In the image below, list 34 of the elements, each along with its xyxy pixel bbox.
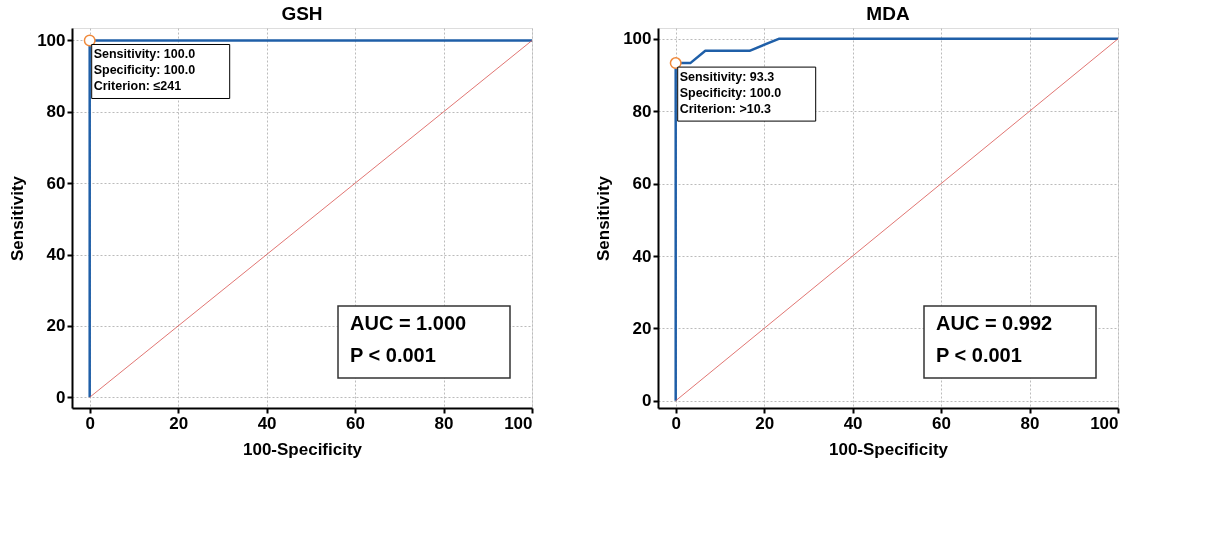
y-tick-label: 0 [56,387,66,407]
chart-title: GSH [281,3,323,24]
y-tick-label: 0 [642,391,652,411]
y-axis-title: Sensitivity [8,175,28,262]
x-tick-label: 40 [257,413,277,433]
y-tick-label: 60 [632,174,652,194]
x-tick-label: 20 [755,413,775,433]
chart-title: MDA [866,3,910,24]
y-tick-label: 60 [46,173,66,193]
x-tick-label: 60 [346,413,366,433]
x-axis-title: 100-Specificity [828,439,949,459]
y-tick-label: 80 [632,101,652,121]
annotation: AUC = 1.000 P < 0.001 [350,312,467,366]
x-tick-label: 0 [85,413,95,433]
annotation: Sensitivity: 100.0 Specificity: 100.0 Criterion: ≤241 [93,47,196,94]
x-tick-label: 20 [169,413,189,433]
y-tick-label: 100 [37,30,66,50]
x-tick-label: 60 [932,413,952,433]
annotation: AUC = 0.992 P < 0.001 [936,312,1053,366]
x-tick-label: 80 [1020,413,1040,433]
x-tick-label: 100 [1090,413,1119,433]
x-axis-title: 100-Specificity [242,439,363,459]
y-tick-label: 80 [46,102,66,122]
annotation: Sensitivity: 93.3 Specificity: 100.0 Criterion: >10.3 [679,70,782,117]
x-tick-label: 100 [504,413,533,433]
y-tick-label: 20 [632,318,652,338]
x-tick-label: 40 [843,413,863,433]
y-tick-label: 40 [632,246,652,266]
y-axis-title: Sensitivity [594,175,614,262]
y-tick-label: 100 [623,29,652,49]
y-tick-label: 40 [46,245,66,265]
x-tick-label: 0 [671,413,681,433]
y-tick-label: 20 [46,316,66,336]
x-tick-label: 80 [434,413,454,433]
